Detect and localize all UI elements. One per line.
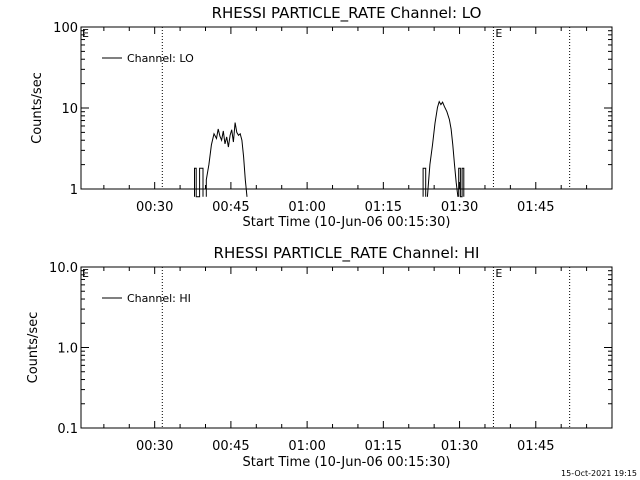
chart2-x-tick-label: 00:30	[136, 439, 173, 454]
chart2-event-marker-label: E	[495, 267, 502, 280]
chart1-title: RHESSI PARTICLE_RATE Channel: LO	[212, 4, 482, 23]
chart1-event-marker-label: E	[495, 27, 502, 40]
chart1-y-tick-label: 10	[61, 102, 78, 117]
chart1-series-line	[205, 122, 248, 197]
chart1-series-line	[422, 167, 427, 197]
chart2-x-tick-label: 00:45	[212, 439, 249, 454]
chart1-x-tick-label: 01:45	[517, 200, 554, 215]
chart2-y-tick-label: 0.1	[57, 422, 78, 437]
print-timestamp: 15-Oct-2021 19:15	[561, 469, 637, 478]
chart1-edge-label: E	[82, 27, 89, 40]
chart1-legend-label: Channel: LO	[127, 52, 194, 65]
chart1-x-tick-label: 00:30	[136, 200, 173, 215]
chart2-x-tick-label: 01:45	[517, 439, 554, 454]
chart2-legend-label: Channel: HI	[127, 292, 191, 305]
chart1-x-tick-label: 01:15	[365, 200, 402, 215]
chart1-series-line	[458, 167, 465, 198]
chart2-y-axis-label: Counts/sec	[26, 312, 41, 384]
chart1-x-tick-label: 00:45	[212, 200, 249, 215]
chart2-y-tick-label: 10.0	[49, 261, 78, 276]
chart2-edge-label: E	[82, 267, 89, 280]
chart1-x-tick-label: 01:30	[441, 200, 478, 215]
chart2-title: RHESSI PARTICLE_RATE Channel: HI	[214, 244, 480, 263]
chart2-x-axis-label: Start Time (10-Jun-06 00:15:30)	[243, 455, 451, 470]
chart1-y-tick-label: 100	[53, 21, 78, 36]
chart2-y-tick-label: 1.0	[57, 342, 78, 357]
chart2-x-tick-label: 01:15	[365, 439, 402, 454]
chart1-y-axis-label: Counts/sec	[30, 72, 45, 144]
chart1-x-axis-label: Start Time (10-Jun-06 00:15:30)	[243, 215, 451, 230]
chart1-y-tick-label: 1	[70, 183, 78, 198]
chart2-x-tick-label: 01:00	[288, 439, 325, 454]
chart1-series-line	[426, 100, 459, 197]
chart2-x-tick-label: 01:30	[441, 439, 478, 454]
chart1-x-tick-label: 01:00	[288, 200, 325, 215]
chart1-series-line	[194, 167, 204, 198]
